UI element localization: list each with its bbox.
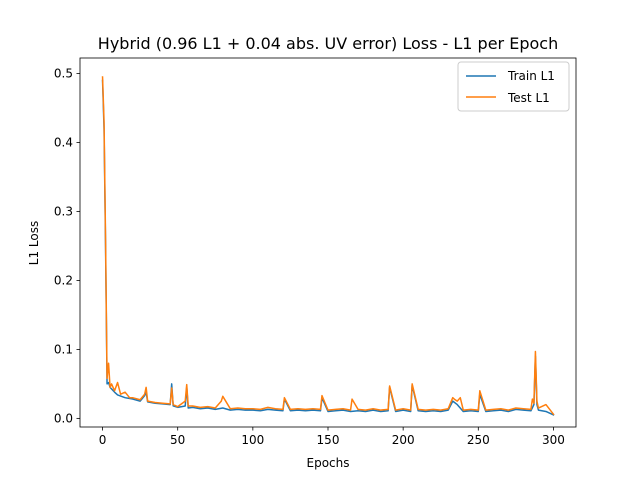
legend-box: [457, 61, 570, 112]
x-tick-label: 150: [317, 433, 340, 447]
y-axis-label: L1 Loss: [27, 221, 41, 265]
x-tick-label: 0: [99, 433, 107, 447]
plot-area: [101, 76, 555, 416]
x-tick-label: 100: [241, 433, 264, 447]
x-tick-label: 200: [392, 433, 415, 447]
legend-test-label: Test L1: [507, 91, 550, 105]
axes: 0 50 100 150 200 250 300 0.0 0.1 0.2 0.3 0.4 0.5: [54, 57, 577, 447]
y-tick-label: 0.0: [54, 411, 73, 425]
x-tick-label: 250: [467, 433, 490, 447]
y-tick-label: 0.5: [54, 67, 73, 81]
series-line-test: [101, 76, 555, 416]
y-tick-label: 0.4: [54, 135, 73, 149]
x-axis-label: Epochs: [307, 456, 350, 470]
y-tick-label: 0.1: [54, 342, 73, 356]
x-tick-label: 300: [542, 433, 565, 447]
y-tick-label: 0.3: [54, 204, 73, 218]
legend-train-label: Train L1: [507, 69, 555, 83]
x-tick-label: 50: [170, 433, 185, 447]
chart-title: Hybrid (0.96 L1 + 0.04 abs. UV error) Lo…: [98, 34, 558, 53]
legend: Train L1 Test L1: [457, 61, 570, 112]
y-tick-label: 0.2: [54, 273, 73, 287]
